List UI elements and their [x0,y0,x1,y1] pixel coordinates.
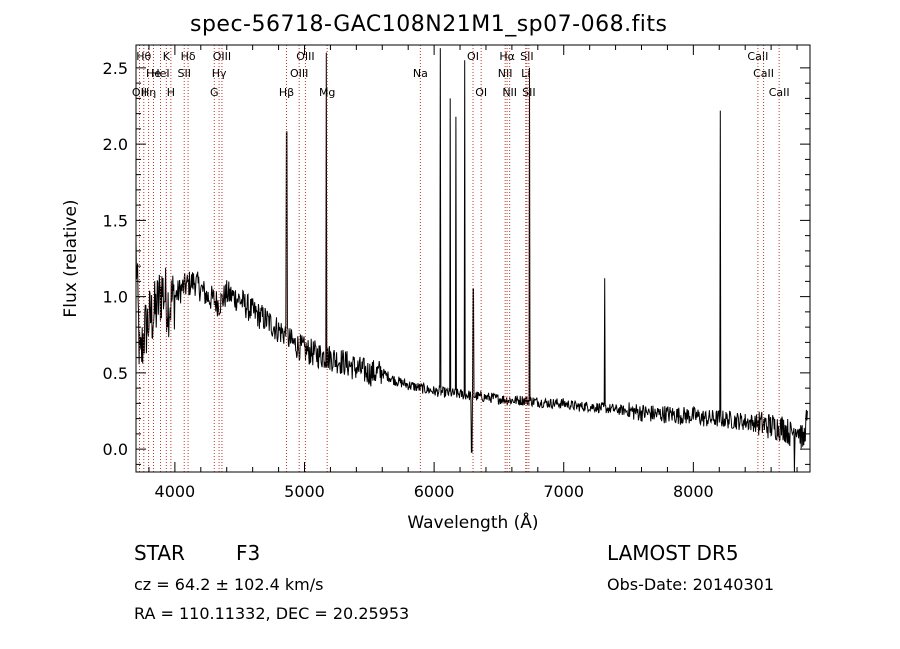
obs-date-label: Obs-Date: 20140301 [607,575,775,594]
coords-label: RA = 110.11332, DEC = 20.25953 [134,604,410,623]
y-tick-label: 0.0 [103,440,128,459]
line-marker-label: H [167,86,175,99]
line-marker-label: He [146,67,161,80]
y-tick-label: 0.5 [103,364,128,383]
object-subclass-label: F3 [236,541,261,565]
x-tick-label: 8000 [673,482,714,501]
y-tick-label: 2.0 [103,135,128,154]
y-tick-label: 1.5 [103,211,128,230]
line-marker-label: Hγ [212,67,227,80]
chart-title: spec-56718-GAC108N21M1_sp07-068.fits [190,12,668,37]
line-marker-label: Mg [319,86,335,99]
line-marker-label: SII [522,86,535,99]
line-marker-label: Hθ [136,50,151,63]
line-marker-label: OI [475,86,487,99]
line-marker-label: OIII [290,67,308,80]
line-marker-label: CaII [769,86,790,99]
y-tick-label: 2.5 [103,59,128,78]
line-marker-label: Na [413,67,428,80]
cz-label: cz = 64.2 ± 102.4 km/s [134,575,324,594]
line-marker-label: CaII [753,67,774,80]
x-axis-label: Wavelength (Å) [407,511,538,533]
line-marker-label: NII [498,67,513,80]
line-marker-label: OIII [213,50,231,63]
y-axis-label: Flux (relative) [61,199,81,317]
line-marker-label: OI [467,50,479,63]
x-tick-label: 4000 [155,482,196,501]
line-marker-label: Hδ [181,50,196,63]
line-marker-label: K [163,50,171,63]
spectrum-line [135,48,808,473]
x-tick-label: 7000 [543,482,584,501]
object-class-label: STAR [134,541,185,565]
y-tick-label: 1.0 [103,288,128,307]
x-tick-label: 6000 [414,482,455,501]
x-tick-label: 5000 [284,482,325,501]
line-marker-label: SII [520,50,533,63]
line-marker-label: NII [502,86,517,99]
line-marker-label: OIII [296,50,314,63]
line-marker-label: CaII [747,50,768,63]
line-marker-label: Hη [141,86,156,99]
line-marker-label: HeI [151,67,169,80]
line-marker-label: Li [521,67,530,80]
plot-frame [135,44,811,473]
line-marker-label: Hβ [279,86,294,99]
line-marker-label: Hα [499,50,515,63]
line-marker-label: SII [177,67,190,80]
line-marker-label: G [210,86,219,99]
survey-label: LAMOST DR5 [607,541,739,565]
